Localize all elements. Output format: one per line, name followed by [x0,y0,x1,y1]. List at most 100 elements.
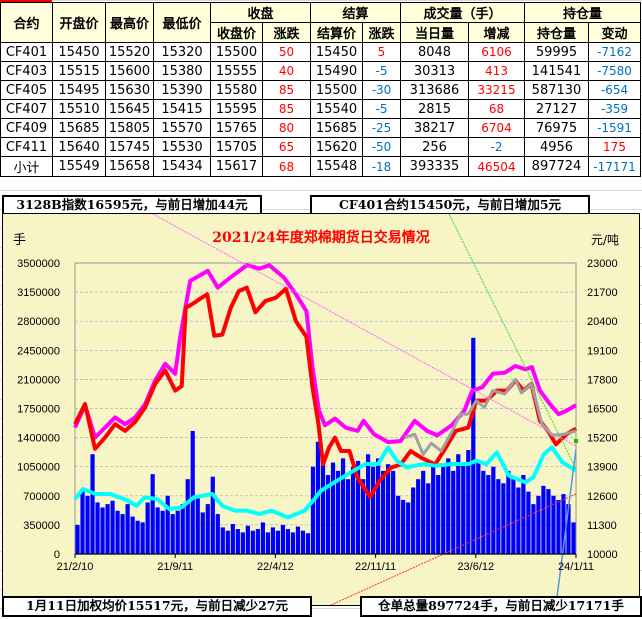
volume-bar [566,504,571,554]
x-tick-label: 22/11/11 [355,561,396,573]
volume-bar [190,430,195,554]
volume-bar [320,458,326,554]
volume-bar [150,474,155,554]
volume-bar [355,460,361,554]
volume-bar [270,527,275,554]
volume-bar [260,522,265,554]
table-cell: 15685 [52,118,106,138]
table-cell: CF407 [0,99,53,119]
volume-bar [235,529,240,554]
table-cell: 141541 [524,61,589,81]
volume-bar [325,475,331,554]
volume-bar [501,483,506,554]
volume-bar [446,458,451,554]
volume-bar [140,522,145,554]
table-cell: 6106 [468,42,525,62]
table-cell: 2815 [400,99,469,119]
table-cell: 15450 [52,42,106,62]
group-header-row: 合约 开盘价 最高价 最低价 收盘 结算 成交量（手） 持仓量 [0,2,641,43]
volume-bar [406,502,411,554]
y-right-tick-label: 13900 [587,462,618,474]
volume-bar [551,495,556,554]
table-cell: 59995 [524,42,589,62]
table-cell: 30313 [400,61,469,81]
table-cell: 15620 [310,137,363,157]
table-cell: 15495 [52,80,106,100]
volume-bar [115,510,120,554]
table-cell: CF411 [0,137,53,157]
table-cell: 15805 [105,118,154,138]
table-row: CF409 15685 15805 15570 15765 80 15685 -25 38217… [0,118,641,138]
volume-bar [90,454,95,554]
x-tick-label: 23/6/12 [457,561,494,573]
volume-bar [516,487,521,554]
table-cell: 15500 [310,80,363,100]
table-cell: 175 [588,137,641,157]
volume-bar [125,504,130,554]
col-header: 变动 [588,22,641,43]
table-cell: 65 [262,137,311,157]
table-cell: 4956 [524,137,589,157]
volume-bar [80,489,85,554]
y-left-tick-label: 350000 [23,520,60,532]
volume-bar [75,524,80,554]
volume-bar [531,504,536,554]
y-left-tick-label: 1050000 [17,462,60,474]
col-header: 结算价 [310,22,363,43]
table-cell: 小计 [0,156,53,177]
x-tick-label: 21/9/11 [157,561,193,573]
col-header: 最高价 [105,2,154,43]
x-tick-label: 22/4/12 [257,561,294,573]
y-left-tick-label: 1750000 [17,404,60,416]
group-header-settle: 结算 [310,2,401,23]
volume-bar [95,502,100,554]
weighted-price-summary: 1月11日加权均价15517元，与前日减少27元 [2,596,312,617]
table-cell: 15630 [105,80,154,100]
volume-bar [416,479,421,554]
volume-bar [105,504,110,554]
table-cell: 50 [262,42,311,62]
table-cell: 15549 [52,156,106,177]
group-header-volume: 成交量（手） [400,2,525,23]
volume-bar [160,510,165,554]
volume-bar [461,462,466,554]
volume-bar [120,514,125,554]
table-cell: 33215 [468,80,525,100]
table-cell: 15685 [310,118,363,138]
table-cell: 15580 [210,80,263,100]
y-right-tick-label: 17800 [587,374,618,386]
volume-bar [365,454,371,554]
volume-bar [466,450,471,554]
y-right-tick-label: 10000 [587,549,618,561]
volume-bar [305,533,311,554]
left-axis-label: 手 [13,233,26,248]
table-cell: 15548 [310,156,363,177]
y-right-tick-label: 19100 [587,345,618,357]
table-cell: 313686 [400,80,469,100]
y-right-tick-label: 15200 [587,433,618,445]
volume-bar [300,530,306,554]
volume-bar [401,499,406,554]
y-right-tick-label: 23000 [587,258,618,270]
volume-bar [345,479,351,554]
volume-bar [386,464,391,554]
group-header-close: 收盘 [210,2,311,23]
y-left-tick-label: 700000 [23,491,60,503]
table-cell: 80 [262,118,311,138]
y-left-tick-label: 0 [54,549,60,561]
table-cell: -30 [362,80,401,100]
col-header: 合约 [0,2,53,43]
volume-bar [536,495,541,554]
table-cell: 15765 [210,118,263,138]
volume-bar [240,532,245,554]
table-cell: 85 [262,80,311,100]
table-cell: -2 [468,137,525,157]
volume-bar [571,522,576,554]
table-cell: 27127 [524,99,589,119]
table-cell: 256 [400,137,469,157]
table-cell: CF409 [0,118,53,138]
trend-line-green [448,214,577,470]
index-summary: 3128B指数16595元，与前日增加44元 [2,195,262,215]
volume-bar [315,441,321,554]
trend-line-magenta [152,214,577,447]
